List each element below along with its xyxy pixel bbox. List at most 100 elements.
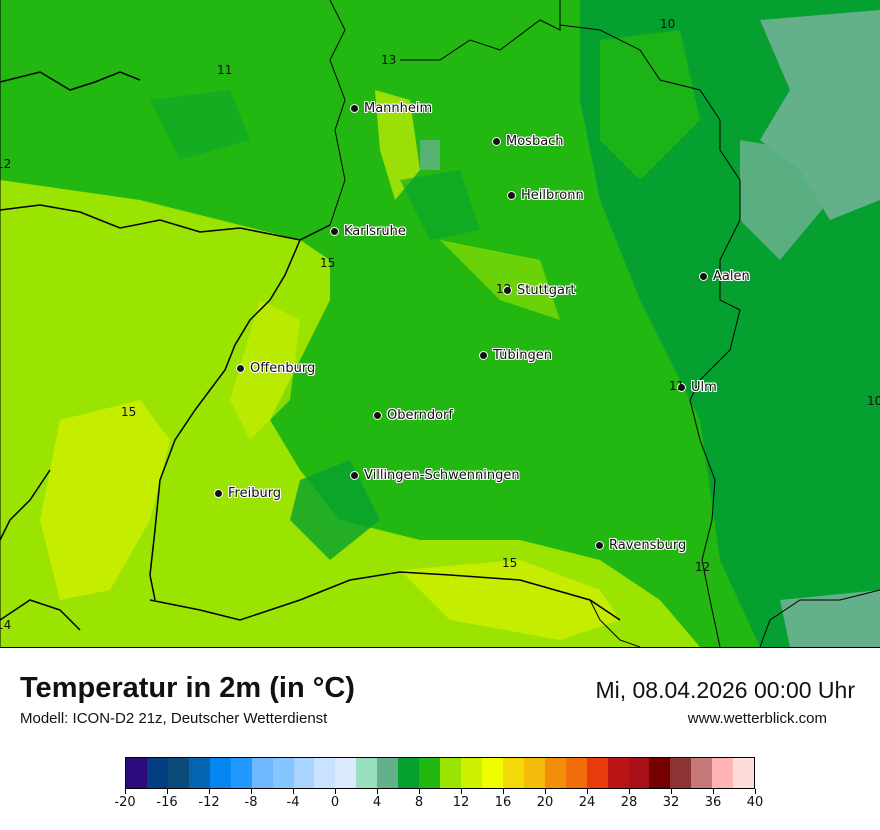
city-dot-icon	[492, 137, 501, 146]
city-marker: Mosbach	[492, 134, 564, 149]
tick-label: -8	[244, 795, 258, 810]
city-dot-icon	[595, 541, 604, 550]
colorbar-segment	[167, 758, 189, 788]
tick-label: -4	[286, 795, 300, 810]
city-name: Ulm	[691, 380, 717, 395]
city-marker: Ulm	[677, 380, 717, 395]
city-name: Karlsruhe	[344, 224, 406, 239]
city-dot-icon	[373, 411, 382, 420]
colorbar-ticks: -20 -16 -12 -8 -4 0 4 8 12 16 20 24 28 32 36 40	[114, 789, 763, 819]
city-dot-icon	[479, 351, 488, 360]
city-dot-icon	[699, 272, 708, 281]
temperature-map	[0, 0, 880, 648]
tick-label: 20	[536, 795, 554, 810]
contour-label: 10	[660, 17, 676, 31]
colorbar-segment	[628, 758, 650, 788]
colorbar-segment	[691, 758, 713, 788]
model-info: Modell: ICON-D2 21z, Deutscher Wetterdie…	[20, 710, 328, 727]
colorbar-segment	[146, 758, 168, 788]
city-name: Mosbach	[506, 134, 564, 149]
city-marker: Karlsruhe	[330, 224, 406, 239]
tick-mark	[587, 789, 588, 794]
tick-label: -16	[156, 795, 178, 810]
contour-label: 15	[320, 256, 336, 270]
city-dot-icon	[350, 104, 359, 113]
tick-mark	[335, 789, 336, 794]
city-dot-icon	[236, 364, 245, 373]
contour-label: 15	[121, 405, 137, 419]
temperature-colorbar	[125, 757, 755, 789]
contour-label: 12	[695, 560, 711, 574]
city-name: Tübingen	[493, 348, 552, 363]
colorbar-segment	[209, 758, 231, 788]
colorbar-segment	[502, 758, 524, 788]
tick-mark	[167, 789, 168, 794]
tick-label: 28	[620, 795, 638, 810]
colorbar-segment	[314, 758, 336, 788]
city-name: Aalen	[713, 269, 750, 284]
colorbar-segment	[712, 758, 734, 788]
colorbar-segment	[293, 758, 315, 788]
colorbar-segment	[565, 758, 587, 788]
city-name: Oberndorf	[387, 408, 453, 423]
city-name: Villingen-Schwenningen	[364, 468, 520, 483]
tick-mark	[461, 789, 462, 794]
city-marker: Ravensburg	[595, 538, 686, 553]
map-title: Temperatur in 2m (in °C)	[20, 672, 355, 704]
colorbar-segment	[586, 758, 608, 788]
city-name: Freiburg	[228, 486, 282, 501]
colorbar-segment	[188, 758, 210, 788]
city-marker: Aalen	[699, 269, 750, 284]
colorbar-segment	[733, 758, 755, 788]
city-marker: Stuttgart	[503, 283, 575, 298]
city-marker: Oberndorf	[373, 408, 453, 423]
tick-mark	[251, 789, 252, 794]
colorbar-segment	[251, 758, 273, 788]
colorbar-segment	[670, 758, 692, 788]
tick-label: -20	[114, 795, 136, 810]
colorbar-segment	[419, 758, 441, 788]
colorbar-segment	[607, 758, 629, 788]
colorbar-segment	[461, 758, 482, 788]
city-marker: Heilbronn	[507, 188, 584, 203]
city-marker: Mannheim	[350, 101, 432, 116]
city-dot-icon	[350, 471, 359, 480]
tick-label: 4	[372, 795, 382, 810]
tick-mark	[629, 789, 630, 794]
tick-label: 0	[330, 795, 340, 810]
tick-label: 12	[452, 795, 470, 810]
colorbar-segment	[356, 758, 378, 788]
tick-label: 36	[704, 795, 722, 810]
website-link[interactable]: www.wetterblick.com	[687, 710, 827, 727]
colorbar-segment	[272, 758, 294, 788]
tick-mark	[293, 789, 294, 794]
colorbar-segment	[230, 758, 252, 788]
city-dot-icon	[677, 383, 686, 392]
city-dot-icon	[507, 191, 516, 200]
city-dot-icon	[214, 489, 223, 498]
tick-label: 24	[578, 795, 596, 810]
contour-label: 14	[0, 618, 12, 632]
colorbar-segment	[398, 758, 420, 788]
colorbar-segment	[440, 758, 461, 788]
city-name: Heilbronn	[521, 188, 584, 203]
city-marker: Villingen-Schwenningen	[350, 468, 520, 483]
colorbar-segment	[523, 758, 545, 788]
city-name: Offenburg	[250, 361, 316, 376]
contour-label: 10	[867, 394, 880, 408]
city-dot-icon	[503, 286, 512, 295]
city-marker: Freiburg	[214, 486, 281, 501]
city-name: Ravensburg	[609, 538, 687, 553]
tick-label: -12	[198, 795, 220, 810]
tick-label: 8	[414, 795, 424, 810]
contour-label: 11	[217, 63, 233, 77]
tick-mark	[503, 789, 504, 794]
tick-mark	[545, 789, 546, 794]
city-name: Stuttgart	[517, 283, 576, 298]
tick-mark	[755, 789, 756, 794]
colorbar-segment	[544, 758, 566, 788]
tick-mark	[209, 789, 210, 794]
colorbar-segment	[481, 758, 503, 788]
tick-mark	[419, 789, 420, 794]
colorbar-segment	[377, 758, 399, 788]
